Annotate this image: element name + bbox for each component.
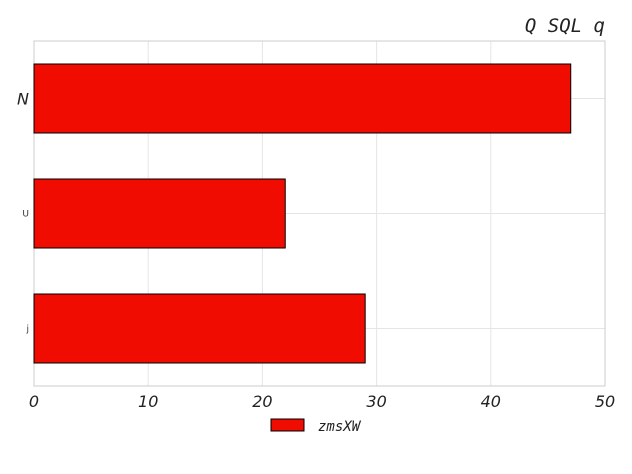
x-tick-label-40: 40: [481, 392, 501, 411]
bar-U: [33, 178, 286, 249]
legend: zmsXW: [270, 418, 362, 435]
bar-j: [33, 293, 366, 364]
y-tick-label-j: j: [25, 325, 29, 335]
x-axis-ticks: 0 10 20 30 40 50: [29, 392, 615, 411]
x-tick-label-0: 0: [29, 392, 39, 411]
x-tick-label-20: 20: [252, 392, 272, 411]
y-axis-ticks: N Uj: [17, 90, 29, 335]
x-tick-label-10: 10: [138, 392, 158, 411]
x-tick-label-50: 50: [595, 392, 615, 411]
bar-N: [33, 63, 572, 134]
legend-swatch: [270, 418, 305, 432]
x-tick-label-30: 30: [366, 392, 386, 411]
y-tick-label-U: U: [22, 210, 29, 220]
y-tick-label-N: N: [17, 90, 29, 109]
chart-title: Q SQL q: [525, 15, 605, 37]
legend-label: zmsXW: [318, 419, 362, 435]
bars: [33, 63, 572, 364]
